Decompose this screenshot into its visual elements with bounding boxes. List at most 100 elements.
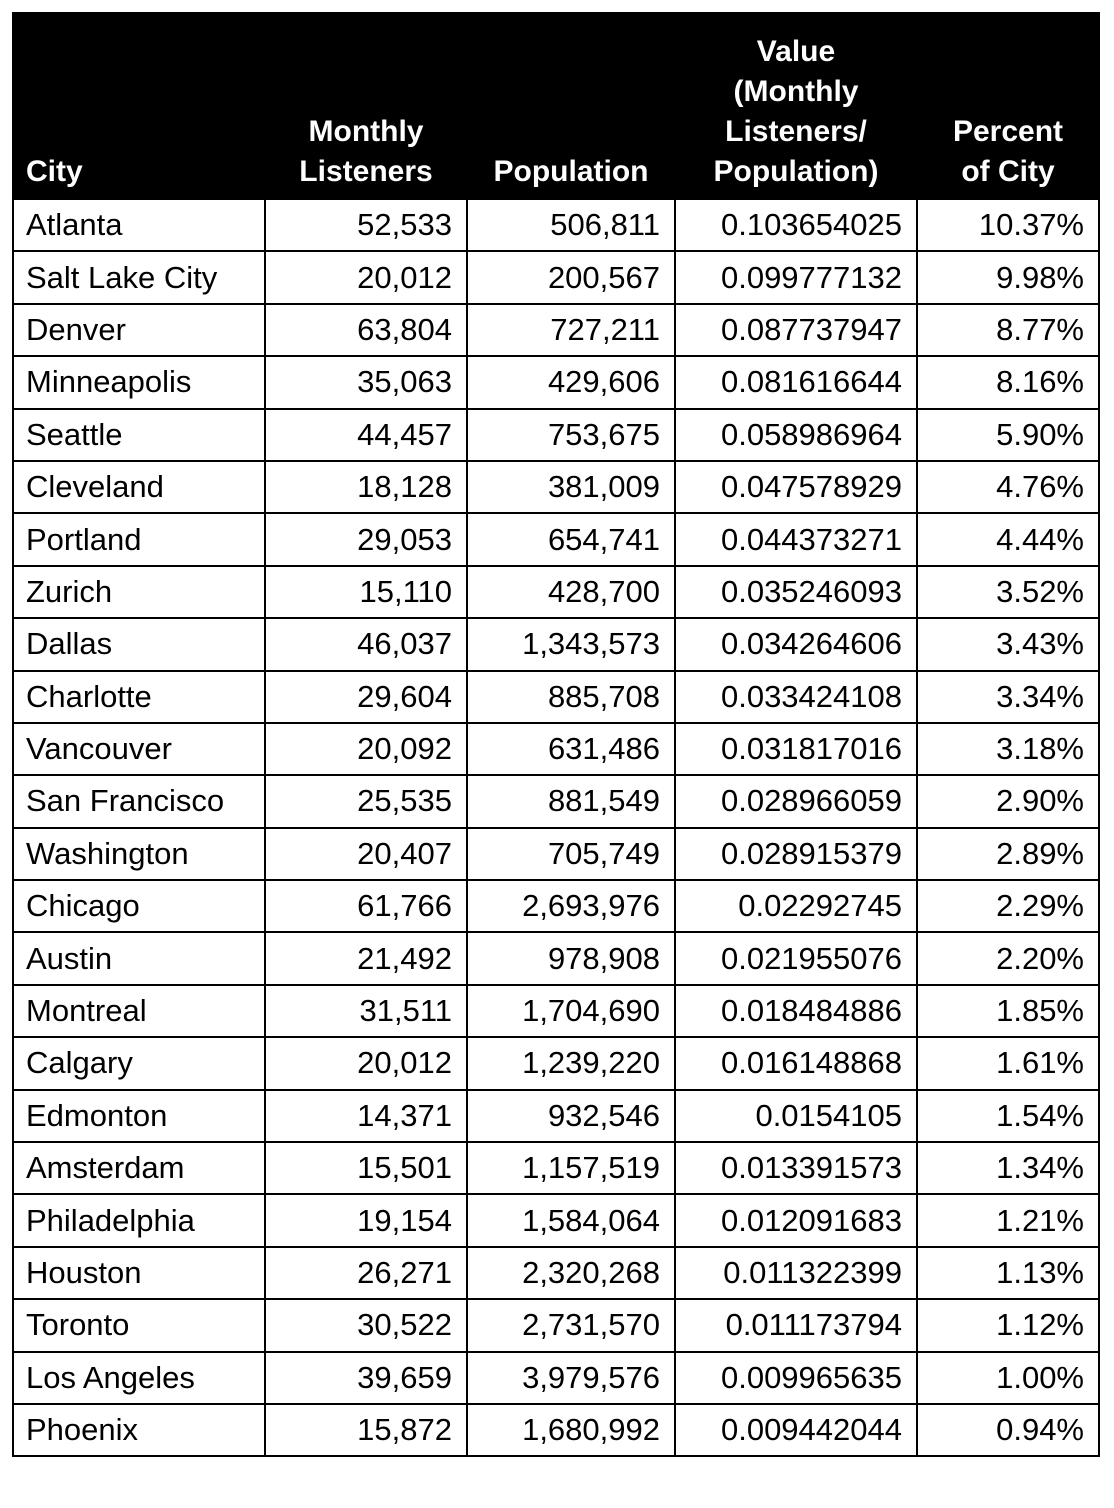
table-row: Los Angeles 39,659 3,979,576 0.009965635 1.0… bbox=[12, 1350, 1100, 1405]
city-cell: Seattle bbox=[12, 407, 266, 462]
header-cell: City bbox=[12, 12, 266, 200]
city-cell: Minneapolis bbox=[12, 355, 266, 410]
value-cell: 0.021955076 bbox=[674, 931, 918, 986]
table-row: Calgary 20,012 1,239,220 0.016148868 1.61% bbox=[12, 1036, 1100, 1091]
table-row: Montreal 31,511 1,704,690 0.018484886 1.85% bbox=[12, 983, 1100, 1039]
city-cell: Cleveland bbox=[12, 459, 266, 515]
value-cell: 1.85% bbox=[916, 983, 1100, 1039]
table-body: Atlanta 52,533 506,811 0.103654025 10.37% Sal… bbox=[12, 197, 1100, 1458]
value-cell: 0.099777132 bbox=[674, 250, 918, 305]
table-row: Toronto 30,522 2,731,570 0.011173794 1.12% bbox=[12, 1298, 1100, 1353]
value-cell: 885,708 bbox=[466, 669, 676, 724]
value-cell: 2.20% bbox=[916, 931, 1100, 986]
value-cell: 3.34% bbox=[916, 669, 1100, 724]
value-cell: 44,457 bbox=[264, 407, 468, 462]
header-text: Value bbox=[756, 35, 836, 68]
city-cell: Philadelphia bbox=[12, 1193, 266, 1248]
value-cell: 18,128 bbox=[264, 459, 468, 515]
value-cell: 52,533 bbox=[264, 197, 468, 253]
value-cell: 4.44% bbox=[916, 512, 1100, 567]
value-cell: 2.89% bbox=[916, 826, 1100, 882]
value-cell: 5.90% bbox=[916, 407, 1100, 462]
value-cell: 19,154 bbox=[264, 1193, 468, 1248]
table-row: Amsterdam 15,501 1,157,519 0.013391573 1.34% bbox=[12, 1141, 1100, 1196]
value-cell: 0.0154105 bbox=[674, 1088, 918, 1144]
header-cell: Percent of City bbox=[916, 12, 1100, 200]
value-cell: 0.012091683 bbox=[674, 1193, 918, 1248]
value-cell: 3.43% bbox=[916, 617, 1100, 672]
city-cell: Salt Lake City bbox=[12, 250, 266, 305]
value-cell: 0.018484886 bbox=[674, 983, 918, 1039]
value-cell: 1,157,519 bbox=[466, 1141, 676, 1196]
city-cell: Amsterdam bbox=[12, 1141, 266, 1196]
value-cell: 29,053 bbox=[264, 512, 468, 567]
value-cell: 1,680,992 bbox=[466, 1402, 676, 1458]
value-cell: 1.21% bbox=[916, 1193, 1100, 1248]
value-cell: 429,606 bbox=[466, 355, 676, 410]
city-cell: Denver bbox=[12, 302, 266, 358]
value-cell: 1.34% bbox=[916, 1141, 1100, 1196]
city-cell: Los Angeles bbox=[12, 1350, 266, 1405]
value-cell: 1.61% bbox=[916, 1036, 1100, 1091]
table-row: Denver 63,804 727,211 0.087737947 8.77% bbox=[12, 302, 1100, 358]
table-row: San Francisco 25,535 881,549 0.028966059 2.9… bbox=[12, 774, 1100, 829]
value-cell: 1.13% bbox=[916, 1245, 1100, 1301]
value-cell: 0.033424108 bbox=[674, 669, 918, 724]
header-row: City Monthly Listeners Population Value (Mont… bbox=[12, 12, 1100, 200]
value-cell: 4.76% bbox=[916, 459, 1100, 515]
table-row: Edmonton 14,371 932,546 0.0154105 1.54% bbox=[12, 1088, 1100, 1144]
table-row: Dallas 46,037 1,343,573 0.034264606 3.43% bbox=[12, 617, 1100, 672]
value-cell: 3.52% bbox=[916, 564, 1100, 620]
value-cell: 63,804 bbox=[264, 302, 468, 358]
value-cell: 15,110 bbox=[264, 564, 468, 620]
value-cell: 0.013391573 bbox=[674, 1141, 918, 1196]
city-cell: Zurich bbox=[12, 564, 266, 620]
header-text: Listeners bbox=[299, 155, 433, 188]
city-cell: Edmonton bbox=[12, 1088, 266, 1144]
value-cell: 20,407 bbox=[264, 826, 468, 882]
value-cell: 21,492 bbox=[264, 931, 468, 986]
value-cell: 39,659 bbox=[264, 1350, 468, 1405]
value-cell: 0.035246093 bbox=[674, 564, 918, 620]
value-cell: 428,700 bbox=[466, 564, 676, 620]
value-cell: 20,012 bbox=[264, 1036, 468, 1091]
header-cell: Monthly Listeners bbox=[264, 12, 468, 200]
value-cell: 1.12% bbox=[916, 1298, 1100, 1353]
value-cell: 1.00% bbox=[916, 1350, 1100, 1405]
value-cell: 2,731,570 bbox=[466, 1298, 676, 1353]
value-cell: 31,511 bbox=[264, 983, 468, 1039]
city-cell: Vancouver bbox=[12, 721, 266, 777]
value-cell: 0.011322399 bbox=[674, 1245, 918, 1301]
value-cell: 0.028915379 bbox=[674, 826, 918, 882]
value-cell: 26,271 bbox=[264, 1245, 468, 1301]
value-cell: 200,567 bbox=[466, 250, 676, 305]
table-row: Seattle 44,457 753,675 0.058986964 5.90% bbox=[12, 407, 1100, 462]
value-cell: 2.90% bbox=[916, 774, 1100, 829]
table-row: Charlotte 29,604 885,708 0.033424108 3.34% bbox=[12, 669, 1100, 724]
city-cell: Dallas bbox=[12, 617, 266, 672]
value-cell: 0.009965635 bbox=[674, 1350, 918, 1405]
value-cell: 2,693,976 bbox=[466, 879, 676, 934]
value-cell: 30,522 bbox=[264, 1298, 468, 1353]
value-cell: 29,604 bbox=[264, 669, 468, 724]
value-cell: 8.77% bbox=[916, 302, 1100, 358]
city-cell: Montreal bbox=[12, 983, 266, 1039]
table-row: Portland 29,053 654,741 0.044373271 4.44% bbox=[12, 512, 1100, 567]
value-cell: 654,741 bbox=[466, 512, 676, 567]
value-cell: 631,486 bbox=[466, 721, 676, 777]
value-cell: 705,749 bbox=[466, 826, 676, 882]
value-cell: 3,979,576 bbox=[466, 1350, 676, 1405]
value-cell: 61,766 bbox=[264, 879, 468, 934]
value-cell: 1,584,064 bbox=[466, 1193, 676, 1248]
value-cell: 20,012 bbox=[264, 250, 468, 305]
table-row: Philadelphia 19,154 1,584,064 0.012091683 1.… bbox=[12, 1193, 1100, 1248]
table-row: Austin 21,492 978,908 0.021955076 2.20% bbox=[12, 931, 1100, 986]
header-text: City bbox=[26, 155, 83, 188]
city-cell: Calgary bbox=[12, 1036, 266, 1091]
header-text: Population) bbox=[713, 155, 879, 188]
table-row: Cleveland 18,128 381,009 0.047578929 4.76% bbox=[12, 459, 1100, 515]
value-cell: 46,037 bbox=[264, 617, 468, 672]
value-cell: 0.044373271 bbox=[674, 512, 918, 567]
table-row: Zurich 15,110 428,700 0.035246093 3.52% bbox=[12, 564, 1100, 620]
header-cell: Population bbox=[466, 12, 676, 200]
